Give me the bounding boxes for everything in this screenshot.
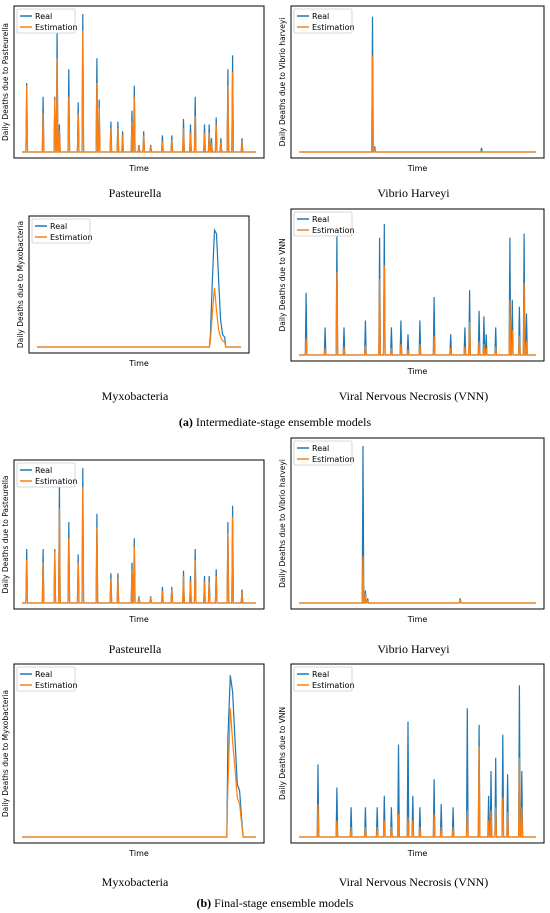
legend-label-estimation: Estimation (312, 226, 355, 235)
series-estimation-line (22, 30, 256, 153)
caption-vibrio-a: Vibrio Harveyi (377, 186, 450, 200)
chart-myxobacteria-intermediate: Real Estimation Time Daily Deaths due to My… (15, 212, 255, 375)
chart-pasteurella-final: Real Estimation Time Daily Deaths due to Pa… (0, 456, 270, 631)
x-axis-label: Time (407, 849, 428, 858)
chart-svg: Real Estimation Time Daily Deaths due to My… (16, 215, 250, 368)
caption-pasteurella-a: Pasteurella (108, 186, 162, 200)
legend: Real Estimation (293, 666, 355, 692)
chart-vibrio-intermediate: Real Estimation Time Daily Deaths due to Vi… (277, 2, 550, 180)
axes-frame (290, 663, 545, 844)
y-axis-label: Daily Deaths due to Myxobacteria (16, 221, 25, 348)
legend-label-real: Real (35, 670, 52, 679)
y-axis-label: Daily Deaths due to Pasteurella (1, 23, 10, 141)
legend-label-real: Real (35, 12, 52, 21)
x-axis-label: Time (128, 849, 149, 858)
y-axis-label: Daily Deaths due to Pasteurella (1, 475, 10, 593)
series-estimation-line (22, 708, 256, 838)
chart-svg: Real Estimation Time Daily Deaths due to VN… (278, 208, 545, 376)
axes-frame (290, 208, 545, 362)
x-axis-label: Time (407, 615, 428, 624)
legend-label-estimation: Estimation (35, 477, 78, 486)
series-real-line (299, 685, 536, 838)
caption-pasteurella-b: Pasteurella (108, 642, 162, 656)
series-real-line (299, 445, 536, 604)
legend-label-real: Real (312, 670, 329, 679)
legend: Real Estimation (16, 8, 78, 34)
legend-label-estimation: Estimation (35, 23, 78, 32)
axes-frame (290, 5, 545, 159)
legend-label-estimation: Estimation (312, 455, 355, 464)
series-estimation-line (37, 287, 241, 348)
series-estimation-line (299, 555, 536, 604)
axes-frame (13, 663, 265, 844)
x-axis-label: Time (128, 359, 149, 368)
chart-vibrio-final: Real Estimation Time Daily Deaths due to Vi… (277, 434, 550, 631)
chart-svg: Real Estimation Time Daily Deaths due to Pa… (1, 5, 265, 173)
legend: Real Estimation (16, 666, 78, 692)
axes-frame (28, 215, 250, 354)
x-axis-label: Time (128, 615, 149, 624)
section-caption-b: (b) Final-stage ensemble models (196, 896, 354, 910)
chart-svg: Real Estimation Time Daily Deaths due to Vi… (278, 437, 545, 624)
section-caption-a: (a) Intermediate-stage ensemble models (178, 415, 372, 429)
caption-vnn-b: Viral Nervous Necrosis (VNN) (338, 875, 489, 889)
chart-svg: Real Estimation Time Daily Deaths due to Vi… (278, 5, 545, 173)
series-real-line (37, 228, 241, 348)
series-real-line (22, 675, 256, 838)
chart-vnn-intermediate: Real Estimation Time Daily Deaths due to VN… (277, 205, 550, 383)
legend-label-estimation: Estimation (312, 23, 355, 32)
chart-myxobacteria-final: Real Estimation Time Daily Deaths due to My… (0, 660, 270, 865)
series-real-line (22, 467, 256, 604)
y-axis-label: Daily Deaths due to VNN (278, 707, 287, 800)
legend: Real Estimation (16, 462, 78, 488)
y-axis-label: Daily Deaths due to Vibrio harveyi (278, 18, 287, 147)
caption-myxobacteria-a: Myxobacteria (101, 389, 169, 403)
legend-label-real: Real (35, 466, 52, 475)
series-estimation-line (299, 265, 536, 356)
chart-svg: Real Estimation Time Daily Deaths due to My… (1, 663, 265, 858)
x-axis-label: Time (407, 164, 428, 173)
legend-label-real: Real (312, 12, 329, 21)
chart-pasteurella-intermediate: Real Estimation Time Daily Deaths due to Pa… (0, 2, 270, 180)
legend-label-estimation: Estimation (50, 233, 93, 242)
y-axis-label: Daily Deaths due to Vibrio harveyi (278, 459, 287, 588)
series-estimation-line (299, 55, 536, 153)
series-estimation-line (22, 486, 256, 604)
x-axis-label: Time (128, 164, 149, 173)
legend: Real Estimation (293, 211, 355, 237)
caption-myxobacteria-b: Myxobacteria (101, 875, 169, 889)
axes-frame (13, 5, 265, 159)
legend-label-real: Real (50, 222, 67, 231)
series-estimation-line (299, 746, 536, 838)
axes-frame (13, 459, 265, 610)
legend: Real Estimation (293, 8, 355, 34)
y-axis-label: Daily Deaths due to VNN (278, 238, 287, 331)
caption-vnn-a: Viral Nervous Necrosis (VNN) (338, 389, 489, 403)
legend: Real Estimation (293, 440, 355, 466)
y-axis-label: Daily Deaths due to Myxobacteria (1, 690, 10, 817)
legend: Real Estimation (31, 218, 93, 244)
caption-vibrio-b: Vibrio Harveyi (377, 642, 450, 656)
series-real-line (299, 223, 536, 356)
legend-label-estimation: Estimation (312, 681, 355, 690)
legend-label-real: Real (312, 444, 329, 453)
series-real-line (299, 16, 536, 153)
axes-frame (290, 437, 545, 610)
legend-label-real: Real (312, 215, 329, 224)
chart-svg: Real Estimation Time Daily Deaths due to Pa… (1, 459, 265, 624)
chart-svg: Real Estimation Time Daily Deaths due to VN… (278, 663, 545, 858)
x-axis-label: Time (407, 367, 428, 376)
legend-label-estimation: Estimation (35, 681, 78, 690)
chart-vnn-final: Real Estimation Time Daily Deaths due to VN… (277, 660, 550, 865)
